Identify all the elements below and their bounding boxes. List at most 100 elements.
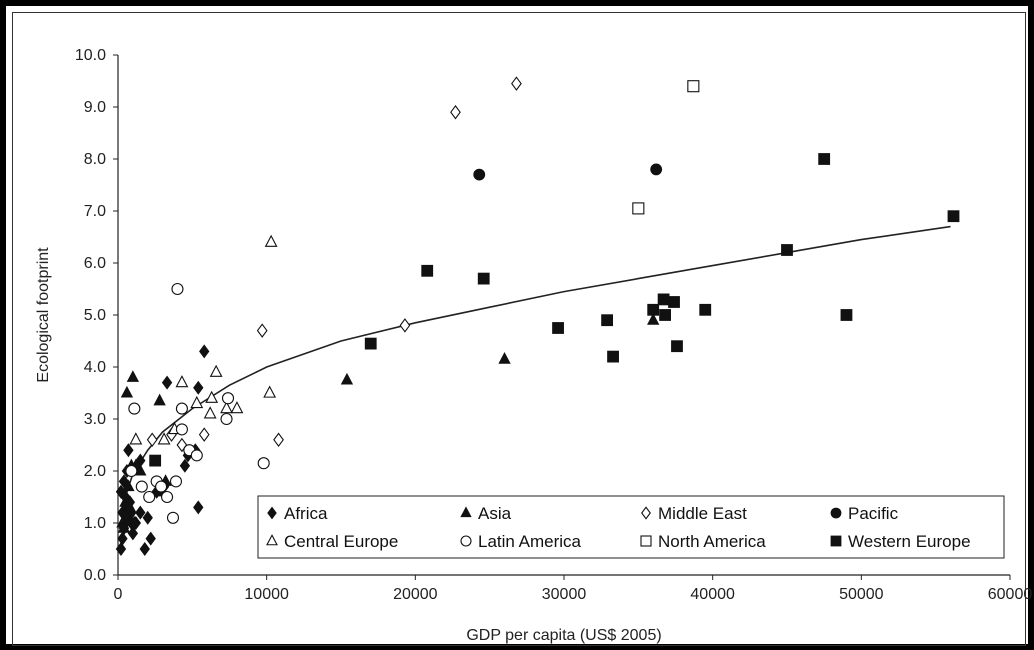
latin-america-point — [220, 412, 233, 426]
western-europe-point — [477, 272, 490, 285]
legend-marker-central-europe — [266, 534, 278, 546]
central-europe-point — [209, 364, 223, 377]
latin-america-point — [125, 464, 138, 478]
latin-america-point — [135, 480, 148, 493]
western-europe-point — [699, 303, 712, 316]
x-tick-label: 60000 — [988, 586, 1033, 603]
y-tick-label: 1.0 — [84, 515, 106, 532]
western-europe-point — [840, 309, 853, 321]
legend-marker-north-america — [640, 535, 652, 547]
legend-marker-middle-east — [641, 506, 651, 520]
x-axis-title: GDP per capita (US$ 2005) — [466, 627, 661, 644]
middle-east-point — [198, 427, 210, 442]
western-europe-point — [659, 309, 671, 321]
central-europe-point — [190, 395, 204, 409]
africa-point — [127, 526, 139, 541]
western-europe-point — [421, 264, 434, 277]
legend-label-north-america: North America — [658, 532, 766, 551]
legend-label-africa: Africa — [284, 504, 328, 523]
latin-america-point — [175, 423, 188, 436]
north-america-point — [632, 202, 645, 215]
africa-point — [142, 510, 153, 525]
africa-point — [193, 380, 204, 395]
axes: 0 10000 20000 30000 40000 50000 60000 0.0 1.0 2.0… — [75, 47, 1032, 603]
western-europe-point — [671, 340, 683, 353]
x-tick-label: 20000 — [393, 586, 438, 603]
africa-point — [145, 531, 156, 546]
latin-america-point — [190, 449, 203, 462]
africa-point — [179, 458, 191, 473]
central-europe-point — [230, 401, 244, 414]
africa-point — [123, 443, 134, 458]
asia-point — [647, 313, 660, 325]
middle-east-point — [450, 104, 461, 120]
north-america-point — [687, 80, 700, 93]
middle-east-point — [273, 432, 284, 448]
legend-marker-western-europe — [830, 535, 842, 547]
asia-point — [134, 463, 147, 476]
central-europe-point — [264, 234, 278, 247]
africa-point — [161, 375, 173, 390]
latin-america-point — [175, 402, 188, 415]
middle-east-point — [256, 323, 268, 338]
asia-point — [340, 372, 354, 385]
legend-marker-asia — [460, 506, 472, 518]
middle-east-point — [146, 432, 158, 448]
legend-label-latin-america: Latin America — [478, 532, 582, 551]
africa-point — [199, 344, 210, 359]
y-tick-label: 10.0 — [75, 47, 106, 64]
x-tick-label: 10000 — [244, 586, 289, 603]
latin-america-point — [143, 490, 156, 504]
x-tick-label: 50000 — [839, 586, 884, 603]
western-europe-point — [364, 337, 377, 350]
pacific-point — [473, 168, 486, 181]
asia-point — [126, 370, 140, 382]
y-tick-label: 6.0 — [84, 255, 106, 272]
latin-america-point — [128, 402, 141, 415]
asia-point — [123, 500, 137, 512]
africa-point — [117, 531, 128, 546]
trendline — [121, 225, 951, 511]
western-europe-point — [781, 244, 793, 256]
latin-america-point — [221, 392, 235, 405]
x-tick-label: 0 — [114, 586, 123, 603]
africa-point — [193, 500, 204, 515]
asia-point — [117, 521, 131, 533]
africa-point — [115, 542, 127, 556]
x-tick-label: 30000 — [542, 586, 587, 603]
y-tick-label: 4.0 — [84, 359, 106, 376]
central-europe-point — [129, 432, 143, 445]
asia-point — [153, 393, 166, 406]
legend-label-western-europe: Western Europe — [848, 532, 971, 551]
western-europe-point — [149, 454, 162, 467]
africa-point — [139, 542, 150, 556]
latin-america-point — [166, 511, 180, 524]
pacific-point — [650, 163, 663, 176]
latin-america-point — [155, 480, 168, 493]
legend-marker-africa — [267, 506, 277, 520]
legend-marker-latin-america — [460, 535, 472, 547]
x-tick-label: 40000 — [690, 586, 735, 603]
latin-america-point — [171, 282, 184, 296]
central-europe-point — [203, 406, 217, 419]
asia-point — [122, 479, 135, 492]
central-europe-point — [157, 432, 171, 445]
asia-point — [498, 352, 511, 364]
legend-label-pacific: Pacific — [848, 504, 899, 523]
legend-label-central-europe: Central Europe — [284, 532, 398, 551]
legend-label-asia: Asia — [478, 504, 512, 523]
legend-marker-pacific — [830, 507, 842, 519]
y-axis-title: Ecological footprint — [35, 247, 52, 383]
points-group — [115, 76, 960, 556]
legend-label-middle-east: Middle East — [658, 504, 747, 523]
central-europe-point — [175, 375, 189, 388]
central-europe-point — [263, 385, 277, 398]
y-tick-label: 7.0 — [84, 203, 106, 220]
chart-inner-border — [12, 12, 1026, 646]
western-europe-point — [607, 350, 619, 363]
y-tick-label: 8.0 — [84, 151, 106, 168]
legend-box — [257, 495, 1005, 559]
central-europe-point — [205, 390, 219, 403]
western-europe-point — [818, 153, 831, 165]
middle-east-point — [399, 318, 411, 333]
